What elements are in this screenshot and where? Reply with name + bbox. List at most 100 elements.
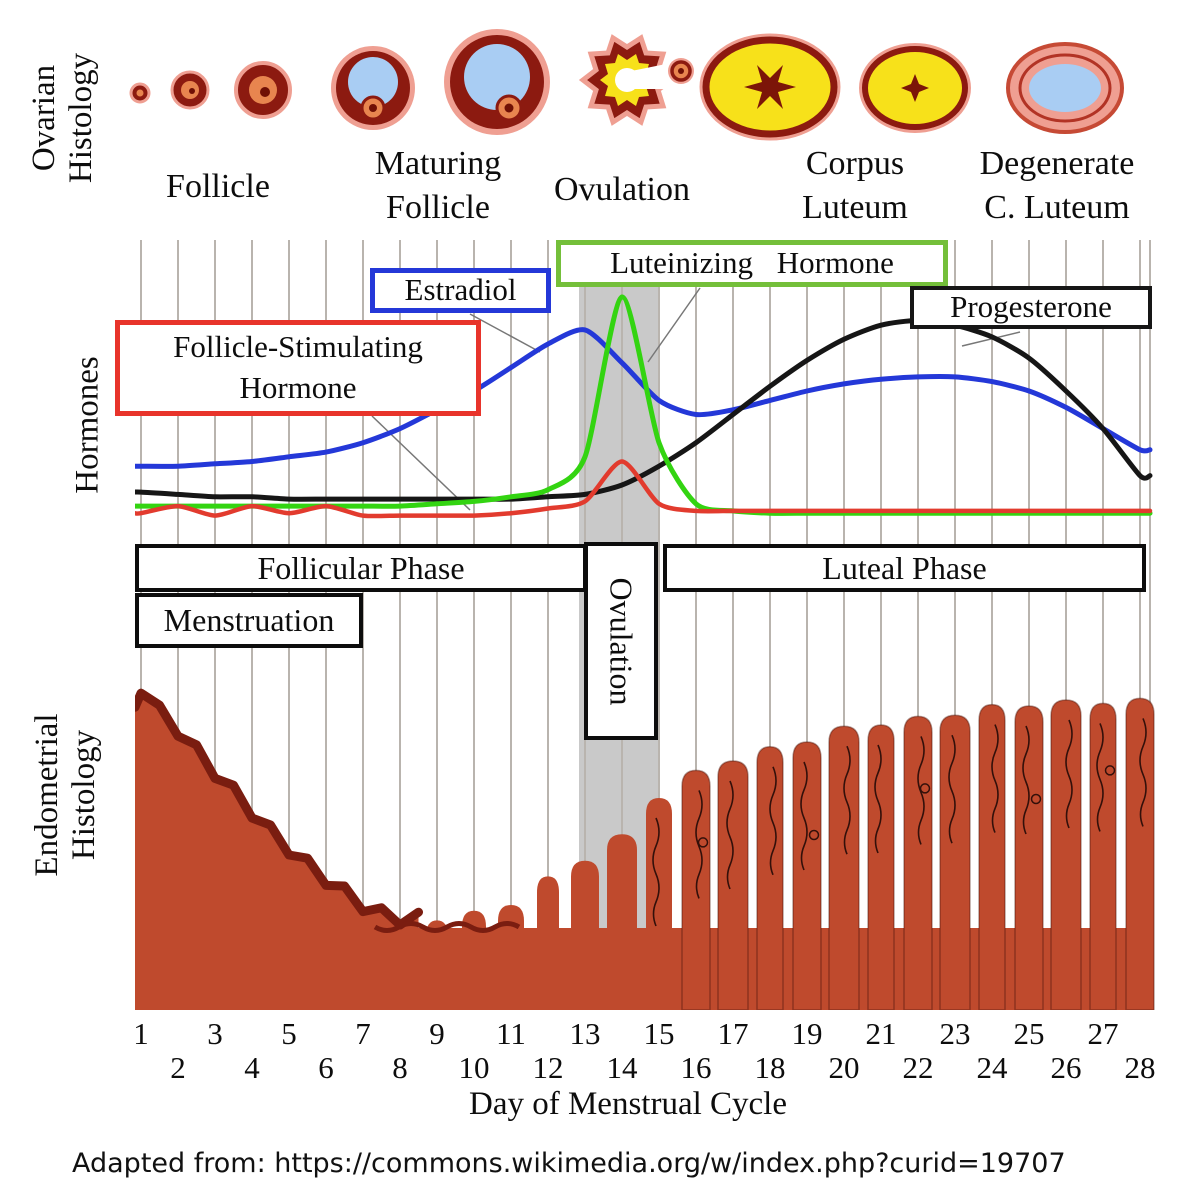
day-tick-label: 27 <box>1087 1016 1119 1051</box>
secondary-follicle-icon <box>234 61 292 119</box>
endometrium-gland-column <box>717 760 749 1010</box>
gland-squiggle <box>695 790 703 899</box>
gland-circle <box>808 829 820 841</box>
gland-squiggle <box>843 745 851 855</box>
day-tick-label: 24 <box>976 1050 1008 1085</box>
cycle-chart <box>135 240 1155 1010</box>
label-leader-line <box>469 313 541 353</box>
gland-circle <box>697 837 709 848</box>
endometrium-gland-column <box>792 741 822 1010</box>
corpus-luteum-small-icon <box>859 43 971 133</box>
day-tick-label: 25 <box>1013 1016 1045 1051</box>
gland-squiggle <box>991 724 999 833</box>
day-tick-label: 14 <box>606 1050 638 1085</box>
endometrium-gland-column <box>426 920 448 1010</box>
day-tick-label: 10 <box>458 1050 490 1085</box>
day-tick-label: 9 <box>429 1016 445 1051</box>
day-tick-label: 20 <box>828 1050 860 1085</box>
endometrium-gland-column <box>903 715 933 1010</box>
luteinizing-hormone-label-box: Luteinizing Hormone <box>556 240 948 287</box>
maturing-follicle-large-icon <box>444 29 550 135</box>
gland-circle <box>1104 765 1116 776</box>
gland-squiggle <box>917 736 925 845</box>
luteal-phase-box: Luteal Phase <box>663 544 1146 592</box>
day-tick-label: 2 <box>170 1050 186 1085</box>
day-tick-label: 13 <box>569 1016 601 1051</box>
gland-squiggle <box>726 780 734 890</box>
endometrium-thin-zone-edge <box>373 921 521 933</box>
stage-label-ovulation: Ovulation <box>554 171 690 208</box>
day-tick-label: 4 <box>244 1050 260 1085</box>
x-axis-title: Day of Menstrual Cycle <box>469 1086 787 1122</box>
ovarian-histology-icons <box>129 29 1124 141</box>
endometrium-gland-column <box>498 905 524 1010</box>
day-tick-label: 11 <box>496 1016 526 1051</box>
gland-squiggle <box>652 817 660 927</box>
day-tick-label: 16 <box>680 1050 712 1085</box>
attribution-text: Adapted from: https://commons.wikimedia.… <box>72 1148 1066 1179</box>
gland-circle <box>919 783 931 794</box>
estradiol-curve <box>135 327 1153 469</box>
day-tick-label: 3 <box>207 1016 223 1051</box>
day-tick-label: 5 <box>281 1016 297 1051</box>
gland-squiggle <box>769 766 777 876</box>
day-tick-label: 19 <box>791 1016 823 1051</box>
endometrium-gland-column <box>571 860 599 1010</box>
gland-circle <box>1030 793 1042 805</box>
primordial-follicle-icon <box>129 82 151 104</box>
ovulation-phase-label: Ovulation <box>603 577 640 705</box>
day-tick-label: 17 <box>717 1016 749 1051</box>
endometrium-gland-column <box>978 703 1006 1010</box>
ovulation-burst-icon <box>578 34 694 126</box>
day-tick-label: 6 <box>318 1050 334 1085</box>
endometrium-menstrual-wedge <box>135 693 419 1010</box>
gland-squiggle <box>948 734 956 844</box>
endometrium-gland-column <box>939 714 971 1010</box>
endometrium-shed-edge <box>135 688 423 930</box>
ovulation-phase-box: Ovulation <box>584 542 658 740</box>
gland-squiggle <box>800 761 808 871</box>
stage-label-degenerate-c-luteum: Degenerate C. Luteum <box>979 145 1135 226</box>
endometrium-gland-column <box>1050 699 1082 1010</box>
fsh-label-box: Follicle-Stimulating Hormone <box>115 320 481 416</box>
endometrium-gland-column <box>867 724 895 1010</box>
gland-squiggle <box>1139 718 1147 827</box>
endometrium-gland-column <box>537 876 559 1010</box>
endometrium-gland-column <box>607 834 637 1010</box>
day-tick-label: 1 <box>133 1016 149 1051</box>
day-tick-label: 18 <box>754 1050 786 1085</box>
endometrium-gland-column <box>1089 702 1117 1010</box>
stage-label-follicle: Follicle <box>166 168 270 205</box>
gland-squiggle <box>1065 719 1073 829</box>
follicular-phase-label: Follicular Phase <box>257 549 465 586</box>
day-tick-label: 26 <box>1050 1050 1082 1085</box>
label-leader-line <box>647 287 701 363</box>
luteal-phase-label: Luteal Phase <box>822 549 987 586</box>
follicular-phase-box: Follicular Phase <box>135 544 587 592</box>
endometrium-gland-column <box>756 746 784 1010</box>
endometrium-gland-column <box>1125 697 1155 1010</box>
lh-curve <box>135 294 1153 516</box>
day-tick-label: 15 <box>643 1016 675 1051</box>
fsh-curve <box>135 459 1153 519</box>
gland-squiggle <box>874 744 882 854</box>
estradiol-label-box: Estradiol <box>370 268 551 313</box>
corpus-luteum-large-icon <box>699 33 841 141</box>
day-tick-label: 8 <box>392 1050 408 1085</box>
menstruation-label: Menstruation <box>163 602 335 638</box>
degenerate-corpus-luteum-icon <box>1006 42 1124 134</box>
endometrium-gland-column <box>462 910 486 1010</box>
gland-squiggle <box>1022 725 1030 835</box>
gland-squiggle <box>1096 723 1104 832</box>
endometrium-gland-column <box>646 798 672 1010</box>
day-tick-label: 22 <box>902 1050 934 1085</box>
day-tick-label: 21 <box>865 1016 897 1051</box>
day-tick-label: 12 <box>532 1050 564 1085</box>
menstruation-box: Menstruation <box>135 593 363 648</box>
progesterone-curve <box>135 317 1153 502</box>
day-tick-label: 28 <box>1124 1050 1156 1085</box>
progesterone-label-box: Progesterone <box>910 286 1152 329</box>
endometrium-gland-column <box>828 725 860 1010</box>
